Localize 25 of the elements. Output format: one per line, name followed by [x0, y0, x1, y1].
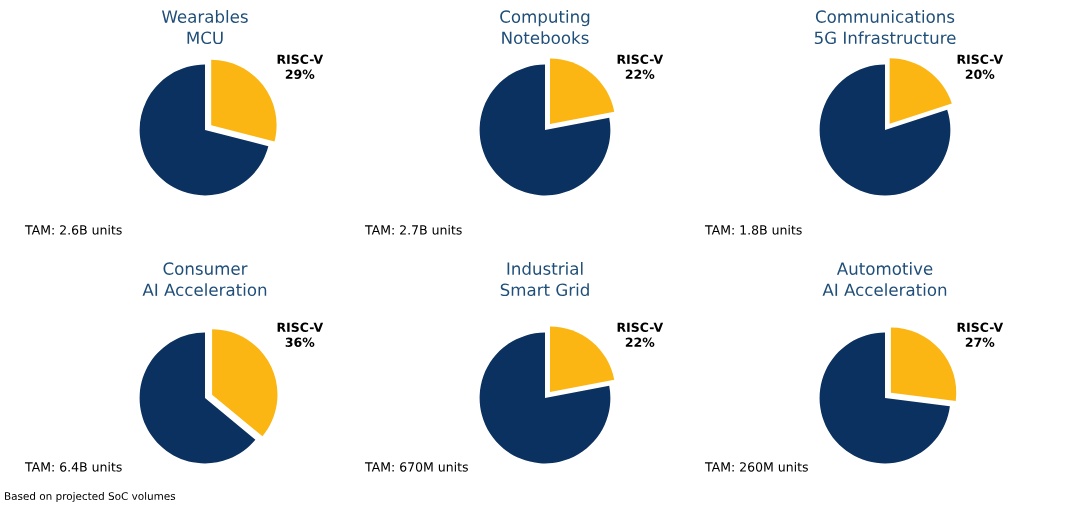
- text: TAM: 670M units: [364, 461, 468, 472]
- slice-label: RISC-V: [277, 54, 324, 65]
- data-label: 29%: [285, 69, 315, 79]
- slice-label: RISC-V: [277, 322, 324, 333]
- chart-title: Wearables MCU: [161, 10, 248, 45]
- text: TAM: 2.6B units: [24, 224, 122, 235]
- slice-label: RISC-V: [957, 54, 1004, 65]
- slice-label: RISC-V: [617, 54, 664, 65]
- text: TAM: 2.7B units: [364, 224, 462, 235]
- chart-title: Automotive AI Acceleration: [822, 262, 947, 297]
- data-label: 22%: [625, 337, 655, 347]
- text: TAM: 6.4B units: [24, 461, 122, 472]
- slice-label: RISC-V: [617, 322, 664, 333]
- data-label: 36%: [285, 337, 315, 347]
- chart-title: Computing Notebooks: [500, 10, 590, 45]
- data-label: 22%: [625, 69, 655, 79]
- text: TAM: 260M units: [704, 461, 808, 472]
- chart-title: Communications 5G Infrastructure: [814, 10, 956, 45]
- text: TAM: 1.8B units: [704, 224, 802, 235]
- slice-label: RISC-V: [957, 322, 1004, 333]
- text: Based on projected SoC volumes: [5, 491, 176, 503]
- chart-title: Consumer AI Acceleration: [142, 262, 267, 297]
- chart-title: Industrial Smart Grid: [500, 262, 589, 297]
- data-label: 20%: [965, 69, 995, 79]
- data-label: 27%: [965, 337, 995, 347]
